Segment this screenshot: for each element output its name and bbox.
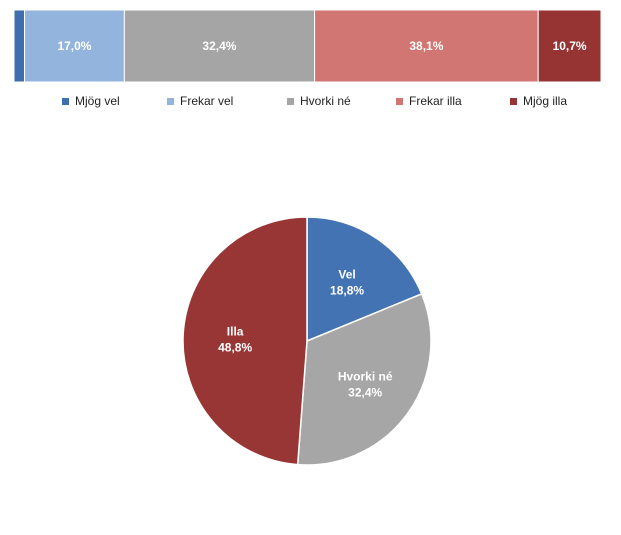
bar-segment-frekar-vel bbox=[24, 9, 125, 83]
legend-swatch bbox=[62, 97, 69, 105]
legend-label: Frekar vel bbox=[180, 94, 234, 108]
pie-chart: Vel 18,8% Hvorki né 32,4% Illa 48,8% bbox=[182, 216, 432, 466]
legend-item-hvorki-ne: Hvorki né bbox=[287, 94, 351, 108]
bar-segment-mjog-vel bbox=[13, 9, 26, 83]
legend-label: Mjög vel bbox=[75, 94, 120, 108]
legend-item-mjog-illa: Mjög illa bbox=[510, 94, 567, 108]
bar-segment-mjog-illa bbox=[537, 9, 602, 83]
pie-label-illa: Illa bbox=[227, 324, 244, 338]
legend-swatch bbox=[167, 97, 174, 105]
pie-value-illa: 48,8% bbox=[218, 340, 252, 354]
pie-slice-hvorki-ne bbox=[296, 292, 432, 466]
legend-item-frekar-illa: Frekar illa bbox=[396, 94, 462, 108]
bar-segment-frekar-illa bbox=[314, 9, 539, 83]
bar-label-frekar-illa: 38,1% bbox=[409, 39, 443, 53]
pie-value-hvorki-ne: 32,4% bbox=[348, 385, 382, 399]
pie-slice-illa bbox=[182, 216, 308, 466]
pie-value-vel: 18,8% bbox=[330, 283, 364, 297]
legend-label: Frekar illa bbox=[409, 94, 462, 108]
legend-swatch bbox=[510, 97, 517, 105]
stacked-bar-chart: 17,0% 32,4% 38,1% 10,7% bbox=[13, 9, 602, 83]
pie-slice-vel bbox=[306, 216, 423, 343]
bar-label-frekar-vel: 17,0% bbox=[57, 39, 91, 53]
bar-label-mjog-illa: 10,7% bbox=[553, 39, 587, 53]
legend-item-mjog-vel: Mjög vel bbox=[62, 94, 120, 108]
bar-label-hvorki-ne: 32,4% bbox=[202, 39, 236, 53]
legend-item-frekar-vel: Frekar vel bbox=[167, 94, 233, 108]
bar-legend: Mjög vel Frekar vel Hvorki né Frekar illa Mj… bbox=[0, 94, 621, 116]
pie-label-vel: Vel bbox=[338, 267, 355, 281]
legend-label: Hvorki né bbox=[300, 94, 351, 108]
legend-swatch bbox=[287, 97, 294, 105]
bar-segment-hvorki-ne bbox=[123, 9, 316, 83]
legend-swatch bbox=[396, 97, 403, 105]
pie-label-hvorki-ne: Hvorki né bbox=[338, 369, 393, 383]
legend-label: Mjög illa bbox=[523, 94, 568, 108]
